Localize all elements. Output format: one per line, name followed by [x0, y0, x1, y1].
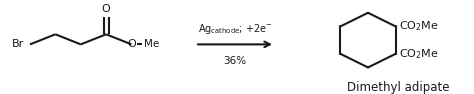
Text: CO$_2$Me: CO$_2$Me — [399, 47, 438, 61]
Text: 36%: 36% — [223, 56, 246, 66]
Text: Br: Br — [12, 39, 24, 49]
Text: Dimethyl adipate: Dimethyl adipate — [347, 81, 449, 94]
Text: Ag$_{\mathregular{cathode}}$; +2e$^{-}$: Ag$_{\mathregular{cathode}}$; +2e$^{-}$ — [198, 22, 273, 36]
Text: O: O — [127, 39, 136, 49]
Text: Me: Me — [144, 39, 159, 49]
Text: O: O — [102, 4, 110, 14]
Text: CO$_2$Me: CO$_2$Me — [399, 20, 438, 33]
